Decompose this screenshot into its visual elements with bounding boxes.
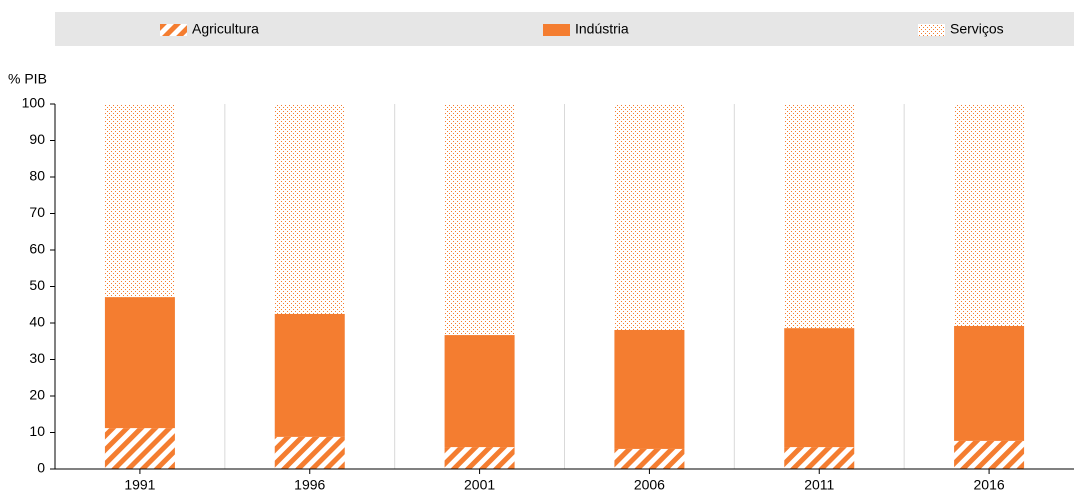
y-tick-label: 0 [37, 460, 45, 476]
x-tick-label: 2001 [464, 477, 495, 493]
bar-segment [104, 104, 175, 298]
x-tick-label: 1991 [124, 477, 155, 493]
bar-segment [954, 325, 1025, 441]
legend-label: Indústria [575, 21, 629, 37]
bar-segment [954, 440, 1025, 469]
bar-segment [104, 297, 175, 429]
bar-segment [274, 104, 345, 314]
legend-swatch [543, 24, 570, 36]
y-tick-label: 50 [29, 277, 45, 293]
y-tick-label: 100 [22, 95, 46, 111]
bar-segment [104, 428, 175, 469]
bar-segment [444, 447, 515, 469]
y-tick-label: 10 [29, 423, 45, 439]
bar-segment [784, 447, 855, 469]
bar-segment [274, 313, 345, 437]
bar-segment [954, 104, 1025, 326]
bar-segment [784, 328, 855, 448]
bar-segment [614, 448, 685, 469]
bar-segment [444, 104, 515, 336]
legend-swatch [160, 24, 187, 36]
y-tick-label: 90 [29, 131, 45, 147]
bar-segment [614, 104, 685, 330]
x-tick-label: 1996 [294, 477, 325, 493]
y-tick-label: 80 [29, 168, 45, 184]
x-tick-label: 2006 [634, 477, 665, 493]
x-tick-label: 2016 [974, 477, 1005, 493]
legend-swatch [918, 24, 945, 36]
y-tick-label: 30 [29, 350, 45, 366]
x-tick-label: 2011 [804, 477, 834, 493]
y-axis-label: % PIB [8, 71, 47, 87]
legend-label: Serviços [950, 21, 1004, 37]
y-tick-label: 60 [29, 241, 45, 257]
bar-segment [274, 436, 345, 469]
bar-segment [614, 329, 685, 449]
y-tick-label: 20 [29, 387, 45, 403]
legend-label: Agricultura [192, 21, 259, 37]
y-tick-label: 70 [29, 204, 45, 220]
bar-segment [784, 104, 855, 329]
bar-segment [444, 335, 515, 448]
y-tick-label: 40 [29, 314, 45, 330]
